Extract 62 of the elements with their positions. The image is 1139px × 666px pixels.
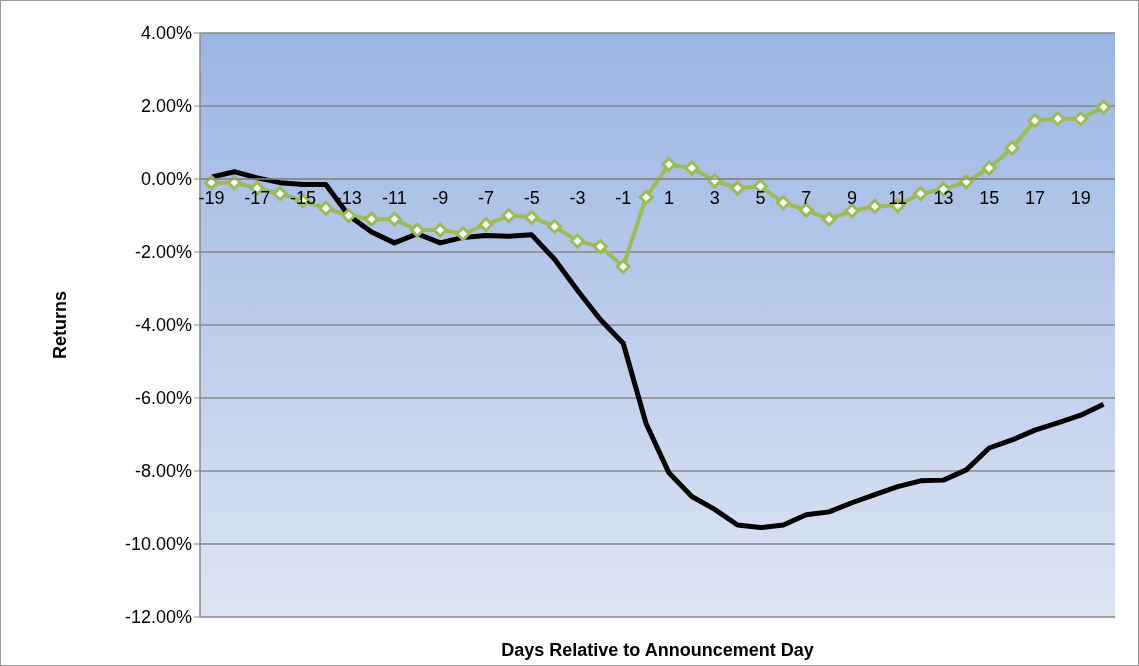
point	[547, 218, 563, 234]
y-tick-label: -4.00%	[134, 315, 192, 336]
x-tick-label: -19	[198, 188, 225, 208]
point	[203, 175, 219, 191]
point	[318, 200, 334, 216]
x-axis-title: Days Relative to Announcement Day	[501, 640, 814, 660]
point	[1004, 140, 1020, 156]
y-tick-label: -8.00%	[134, 461, 192, 482]
y-tick-label: -10.00%	[124, 534, 192, 555]
point	[1073, 111, 1089, 127]
point	[775, 195, 791, 211]
x-tick-label: -11	[382, 188, 407, 208]
point	[569, 233, 585, 249]
y-tick-label: -2.00%	[134, 242, 192, 263]
point	[867, 198, 883, 214]
point	[592, 239, 608, 255]
x-tick-label: 19	[1070, 188, 1091, 208]
point	[684, 160, 700, 176]
point	[615, 259, 631, 275]
point	[386, 211, 402, 227]
x-tick-label: -17	[244, 188, 271, 208]
point	[844, 203, 860, 219]
point	[432, 222, 448, 238]
point	[913, 186, 929, 202]
x-tick-label: -3	[569, 188, 586, 208]
point	[364, 211, 380, 227]
point	[501, 208, 517, 223]
y-tick-label: -6.00%	[134, 388, 192, 409]
point	[478, 217, 494, 233]
point	[821, 211, 837, 227]
point	[226, 175, 242, 191]
point	[1027, 113, 1043, 129]
point	[730, 180, 746, 196]
x-tick-label: 13	[933, 188, 954, 208]
x-tick-label: 5	[755, 188, 766, 208]
y-tick-label: 0.00%	[140, 169, 192, 190]
point	[524, 209, 540, 225]
point	[1050, 111, 1066, 127]
point	[341, 208, 357, 223]
x-tick-label: 17	[1024, 188, 1045, 208]
x-tick-label: 3	[709, 188, 720, 208]
x-tick-label: 9	[846, 188, 857, 208]
point	[455, 226, 471, 242]
y-tick-label: 2.00%	[140, 96, 192, 117]
point	[409, 222, 425, 238]
point	[981, 160, 997, 176]
x-tick-label: -7	[477, 188, 494, 208]
x-tick-label: -5	[523, 188, 540, 208]
y-tick-label: 4.00%	[140, 23, 192, 44]
x-tick-label: 1	[663, 188, 674, 208]
x-tick-label: -1	[615, 188, 632, 208]
x-tick-label: -13	[335, 188, 362, 208]
x-tick-label: 15	[979, 188, 1000, 208]
point	[661, 156, 677, 172]
point	[638, 189, 654, 205]
point	[1096, 99, 1112, 115]
point	[272, 186, 288, 202]
y-axis-title: Returns	[50, 290, 71, 360]
x-tick-label: -9	[432, 188, 449, 208]
y-tick-label: -12.00%	[124, 607, 192, 628]
x-tick-label: 7	[801, 188, 812, 208]
point	[798, 202, 814, 218]
